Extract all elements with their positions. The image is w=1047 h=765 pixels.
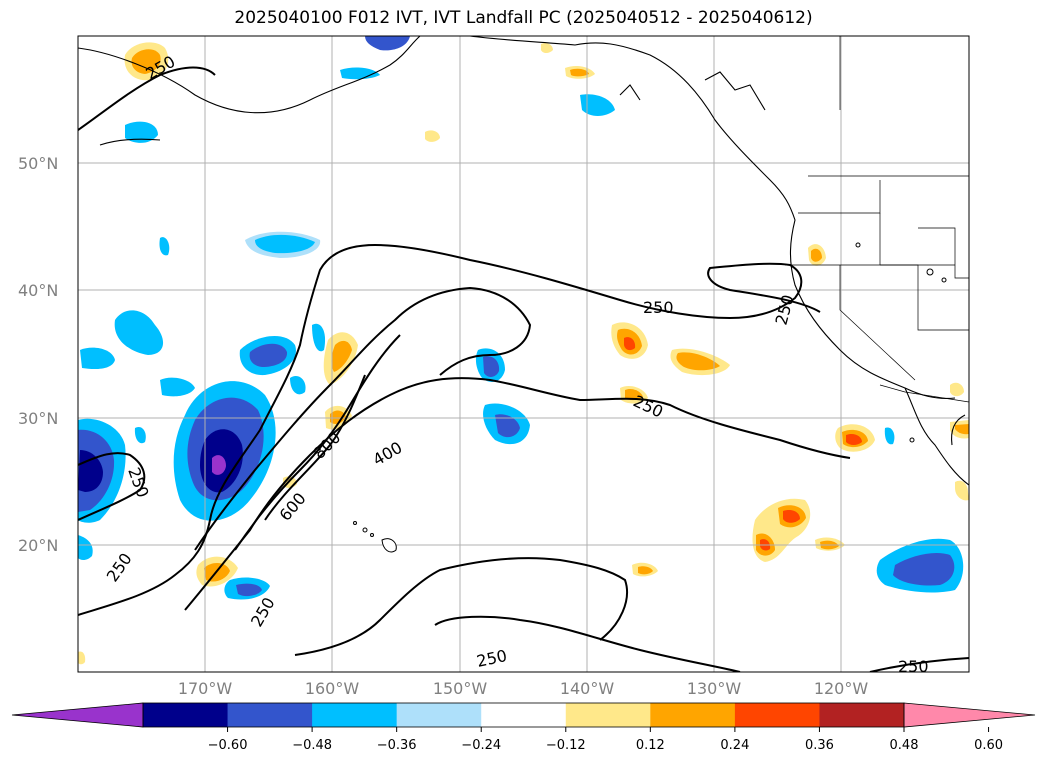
colorbar-extend-max-arrow [904, 703, 1035, 727]
lat-label-40n: 40°N [18, 281, 58, 300]
islands [353, 242, 947, 553]
ivt-contour-250-top [78, 66, 216, 131]
ivt-contour-250-outer [78, 243, 821, 616]
colorbar-tick-label: −0.48 [292, 738, 332, 753]
lon-label-160w: 160°W [305, 679, 360, 698]
ivt-contour-400 [194, 286, 532, 551]
plot-frame [77, 35, 970, 673]
lat-label-20n: 20°N [18, 536, 58, 555]
ivt-contour-250-bottom [434, 615, 741, 672]
colorbar-tick-label: 0.36 [805, 738, 834, 753]
colorbar-segment [143, 703, 229, 727]
colorbar-segment [650, 703, 736, 727]
colorbar-tick-label: 0.24 [720, 738, 749, 753]
lon-label-120w: 120°W [814, 679, 869, 698]
longitude-labels: 170°W 160°W 150°W 140°W 130°W 120°W [178, 679, 869, 698]
lat-label-50n: 50°N [18, 154, 58, 173]
map-plot-area: 250 250 250 250 250 250 250 250 250 400 … [78, 36, 969, 676]
colorbar-segment [565, 703, 651, 727]
colorbar-segment [227, 703, 313, 727]
ivt-contours [78, 66, 969, 672]
colorbar-segment [312, 703, 398, 727]
lon-label-170w: 170°W [178, 679, 233, 698]
ivt-contour-250-bottom-left [294, 557, 628, 656]
colorbar: −0.60 −0.48 −0.36 −0.24 −0.12 0.12 0.24 0.36 0.4… [11, 702, 1036, 753]
colorbar-tick-label: −0.60 [208, 738, 248, 753]
contour-label: 250 [643, 298, 674, 317]
ivt-contour-800 [264, 374, 366, 521]
lon-label-140w: 140°W [560, 679, 615, 698]
negative-anomaly-shading [78, 36, 964, 600]
colorbar-tick-label: 0.60 [974, 738, 1003, 753]
political-boundaries [785, 36, 969, 403]
colorbar-segment [481, 703, 567, 727]
latitude-labels: 50°N 40°N 30°N 20°N [18, 154, 58, 555]
colorbar-tick-label: 0.48 [890, 738, 919, 753]
ivt-contour-250-br [869, 657, 969, 672]
colorbar-tick-label: −0.12 [546, 738, 586, 753]
lat-label-30n: 30°N [18, 409, 58, 428]
colorbar-tick-label: −0.24 [461, 738, 501, 753]
colorbar-segment [396, 703, 482, 727]
colorbar-tick-label: 0.12 [636, 738, 665, 753]
colorbar-tick-label: −0.36 [377, 738, 417, 753]
ivt-contour-250-left [78, 452, 146, 521]
coastlines [78, 36, 969, 486]
ivt-contour-600 [234, 334, 401, 551]
colorbar-extend-min-arrow [12, 703, 143, 727]
map-title: 2025040100 F012 IVT, IVT Landfall PC (20… [234, 8, 813, 28]
colorbar-segment [734, 703, 820, 727]
lon-label-130w: 130°W [687, 679, 742, 698]
gridlines [78, 36, 969, 672]
contour-label: 250 [898, 657, 929, 676]
colorbar-segment [819, 703, 905, 727]
lon-label-150w: 150°W [433, 679, 488, 698]
